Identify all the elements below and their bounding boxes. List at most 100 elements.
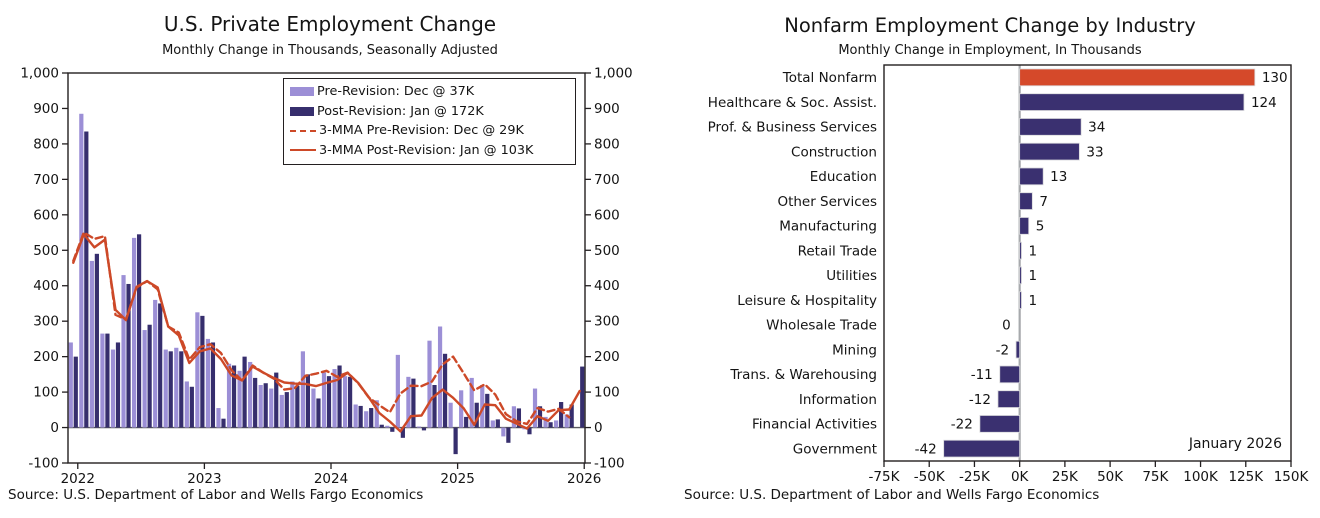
post-revision-bar bbox=[274, 372, 279, 428]
post-revision-bar bbox=[105, 333, 110, 428]
post-revision-bar bbox=[559, 402, 564, 428]
pre-revision-bar bbox=[205, 338, 211, 428]
left-chart-title: U.S. Private Employment Change bbox=[163, 12, 497, 36]
post-revision-bar bbox=[231, 365, 237, 428]
category-label: Wholesale Trade bbox=[766, 318, 877, 334]
pre-revision-bar bbox=[332, 369, 337, 428]
x-axis-year-label: 2022 bbox=[61, 471, 95, 487]
pre-revision-bar bbox=[121, 275, 126, 428]
bar-value-label: 34 bbox=[1088, 120, 1105, 136]
category-label: Retail Trade bbox=[798, 243, 877, 259]
x-axis-tick-label: 125K bbox=[1228, 469, 1264, 485]
pre-revision-bar bbox=[490, 420, 495, 428]
pre-revision-bar bbox=[269, 388, 274, 428]
post-revision-bar bbox=[464, 416, 469, 428]
bar-value-label: -22 bbox=[951, 417, 973, 433]
category-label: Trans. & Warehousing bbox=[729, 367, 877, 383]
left-chart-subtitle: Monthly Change in Thousands, Seasonally … bbox=[162, 43, 498, 58]
pre-revision-bar bbox=[163, 349, 168, 428]
bar-value-label: 5 bbox=[1036, 219, 1045, 235]
pre-revision-bar bbox=[364, 411, 369, 428]
pre-revision-bar bbox=[564, 414, 569, 428]
pre-revision-bar bbox=[68, 342, 73, 428]
y-axis-label-left: 700 bbox=[33, 172, 59, 188]
industry-bar bbox=[1019, 192, 1033, 210]
legend-label: Pre-Revision: Dec @ 37K bbox=[317, 84, 475, 100]
pre-revision-bar bbox=[501, 427, 506, 437]
y-axis-label-right: 500 bbox=[594, 243, 620, 259]
pre-revision-bar bbox=[480, 385, 485, 428]
category-label: Healthcare & Soc. Assist. bbox=[708, 95, 877, 111]
industry-bar bbox=[979, 415, 1021, 433]
industry-bar bbox=[997, 390, 1021, 408]
bar-value-label: -42 bbox=[915, 441, 937, 457]
y-axis-label-left: 900 bbox=[33, 101, 59, 117]
pre-revision-bar bbox=[279, 394, 284, 428]
industry-bar bbox=[1019, 217, 1030, 235]
bar-value-label: 124 bbox=[1251, 95, 1277, 111]
y-axis-label-right: 600 bbox=[594, 207, 620, 223]
y-axis-label-left: 600 bbox=[33, 207, 59, 223]
category-label: Manufacturing bbox=[779, 219, 877, 235]
post-revision-bar bbox=[115, 342, 121, 428]
y-axis-label-right: -100 bbox=[594, 456, 625, 472]
industry-bar bbox=[1019, 291, 1022, 309]
y-axis-label-right: 900 bbox=[594, 101, 620, 117]
pre-revision-bar bbox=[131, 237, 137, 428]
post-revision-bar bbox=[400, 427, 405, 438]
post-revision-bar bbox=[284, 392, 289, 428]
post-revision-bar bbox=[379, 424, 384, 428]
post-revision-bar bbox=[506, 427, 511, 443]
pre-revision-bar bbox=[321, 372, 327, 428]
legend-row: Post-Revision: Jan @ 172K bbox=[290, 102, 570, 122]
category-label: Mining bbox=[832, 342, 877, 358]
industry-bar bbox=[1019, 93, 1245, 111]
reference-month-annotation: January 2026 bbox=[1188, 436, 1282, 452]
post-revision-bar bbox=[580, 366, 585, 428]
x-axis-year-label: 2026 bbox=[567, 471, 601, 487]
legend-label: 3-MMA Post-Revision: Jan @ 103K bbox=[319, 142, 534, 158]
pre-revision-bar bbox=[416, 426, 422, 428]
post-revision-bar bbox=[358, 405, 363, 428]
legend-dashed-line-swatch bbox=[290, 129, 316, 132]
category-label: Financial Activities bbox=[752, 417, 877, 433]
pre-revision-bar bbox=[153, 299, 158, 428]
post-revision-bar bbox=[337, 365, 342, 428]
post-revision-bar bbox=[136, 234, 142, 428]
bar-value-label: -2 bbox=[996, 342, 1009, 358]
x-axis-year-label: 2023 bbox=[187, 471, 221, 487]
right-chart-title: Nonfarm Employment Change by Industry bbox=[784, 14, 1196, 37]
legend-row: Pre-Revision: Dec @ 37K bbox=[290, 82, 570, 102]
post-revision-bar bbox=[94, 253, 99, 428]
post-revision-bar bbox=[548, 422, 553, 428]
pre-revision-bar bbox=[226, 363, 232, 428]
post-revision-bar bbox=[432, 385, 437, 428]
industry-bar bbox=[1019, 142, 1080, 161]
legend-solid-line-swatch bbox=[290, 149, 316, 152]
post-revision-bar bbox=[516, 408, 522, 428]
category-label: Leisure & Hospitality bbox=[737, 293, 877, 309]
private-employment-chart-panel: U.S. Private Employment Change Monthly C… bbox=[8, 12, 633, 503]
x-axis-year-label: 2025 bbox=[440, 471, 474, 487]
x-axis-tick-label: -50K bbox=[914, 469, 946, 485]
x-axis-tick-label: 50K bbox=[1097, 469, 1124, 485]
post-revision-bar bbox=[168, 351, 173, 428]
pre-revision-bar bbox=[343, 376, 348, 428]
pre-revision-bar bbox=[385, 425, 390, 428]
pre-revision-bar bbox=[437, 326, 443, 428]
y-axis-label-right: 100 bbox=[594, 385, 620, 401]
industry-change-chart-panel: Nonfarm Employment Change by Industry Mo… bbox=[660, 0, 1320, 518]
x-axis-tick-label: 25K bbox=[1052, 469, 1079, 485]
post-revision-bar bbox=[179, 351, 184, 428]
pre-revision-bar bbox=[406, 376, 411, 428]
y-axis-label-right: 800 bbox=[594, 136, 620, 152]
bar-value-label: -11 bbox=[971, 367, 993, 383]
total-nonfarm-bar bbox=[1019, 68, 1256, 87]
post-revision-bar bbox=[485, 393, 490, 428]
post-revision-bar bbox=[390, 427, 395, 432]
y-axis-label-right: 300 bbox=[594, 314, 620, 330]
y-axis-label-right: 200 bbox=[594, 349, 620, 365]
mma-pre-revision-line bbox=[72, 231, 571, 426]
pre-revision-bar bbox=[100, 333, 105, 428]
